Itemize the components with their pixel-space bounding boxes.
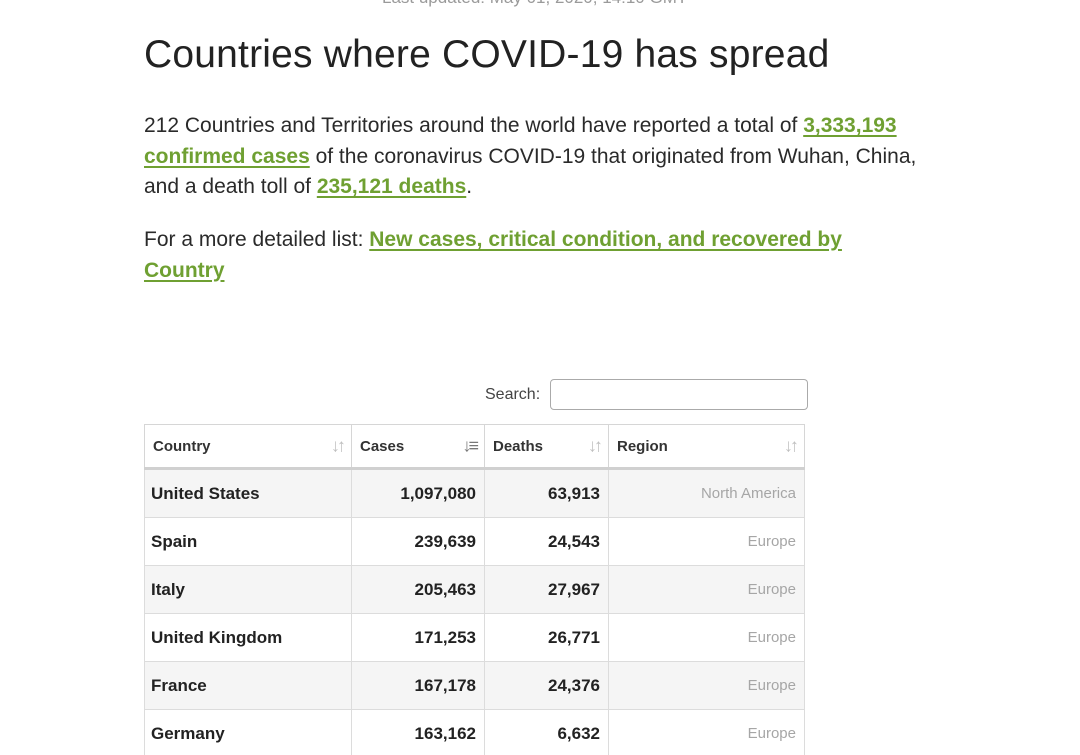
cell-country: United States xyxy=(144,468,352,518)
deaths-link[interactable]: 235,121 deaths xyxy=(316,175,467,198)
table-row: Germany 163,162 6,632 Europe xyxy=(144,709,805,755)
column-header-label: Deaths xyxy=(493,437,544,455)
cell-region: Europe xyxy=(608,517,805,566)
intro-text-2: of the coronavirus COVID-19 that origina… xyxy=(144,144,917,199)
detailed-list-link[interactable]: New cases, critical condition, and recov… xyxy=(144,228,842,282)
cell-cases: 1,097,080 xyxy=(351,468,485,518)
detailed-list-prefix: For a more detailed list: xyxy=(144,228,370,251)
cell-region: Europe xyxy=(608,565,805,614)
cell-deaths: 24,376 xyxy=(484,661,609,710)
cell-cases: 239,639 xyxy=(351,517,485,566)
countries-table: Country ↓↑ Cases ↓≡ Deaths ↓↑ Region ↓↑ Unit… xyxy=(144,424,805,755)
table-row: United Kingdom 171,253 26,771 Europe xyxy=(144,613,805,662)
cell-deaths: 6,632 xyxy=(484,709,609,755)
column-header-deaths[interactable]: Deaths ↓↑ xyxy=(484,424,609,470)
sort-desc-icon[interactable]: ↓≡ xyxy=(462,435,478,456)
column-header-label: Country xyxy=(153,437,211,455)
cell-region: North America xyxy=(608,468,805,518)
column-header-label: Cases xyxy=(360,437,405,455)
cell-deaths: 24,543 xyxy=(484,517,609,566)
intro-text-3: . xyxy=(466,175,473,198)
table-row: United States 1,097,080 63,913 North Ame… xyxy=(144,468,805,518)
column-header-cases[interactable]: Cases ↓≡ xyxy=(351,424,485,470)
cell-cases: 167,178 xyxy=(351,661,485,710)
cell-cases: 205,463 xyxy=(351,565,485,614)
confirmed-cases-link[interactable]: 3,333,193 confirmed cases xyxy=(144,114,897,168)
table-row: France 167,178 24,376 Europe xyxy=(144,661,805,710)
table-row: Italy 205,463 27,967 Europe xyxy=(144,565,805,614)
table-header-row: Country ↓↑ Cases ↓≡ Deaths ↓↑ Region ↓↑ xyxy=(144,424,805,470)
column-header-country[interactable]: Country ↓↑ xyxy=(144,424,352,470)
cell-country: France xyxy=(144,661,352,710)
cell-deaths: 26,771 xyxy=(484,613,609,662)
page-title: Countries where COVID-19 has spread xyxy=(144,33,830,76)
detailed-list-paragraph: For a more detailed list: New cases, cri… xyxy=(144,224,904,286)
cell-cases: 163,162 xyxy=(351,709,485,755)
search-input[interactable] xyxy=(550,379,809,410)
column-header-region[interactable]: Region ↓↑ xyxy=(608,424,805,470)
cell-country: Spain xyxy=(144,517,352,566)
cell-region: Europe xyxy=(608,613,805,662)
sort-icon[interactable]: ↓↑ xyxy=(784,435,799,456)
column-header-label: Region xyxy=(617,437,668,455)
cell-cases: 171,253 xyxy=(351,613,485,662)
table-search: Search: xyxy=(485,379,809,410)
last-updated-text: Last updated: May 01, 2020, 14:10 GMT xyxy=(382,0,687,8)
sort-icon[interactable]: ↓↑ xyxy=(331,435,346,456)
intro-text-1: 212 Countries and Territories around the… xyxy=(144,114,804,137)
cell-deaths: 63,913 xyxy=(484,468,609,518)
cell-country: Germany xyxy=(144,709,352,755)
cell-region: Europe xyxy=(608,661,805,710)
cell-region: Europe xyxy=(608,709,805,755)
cell-country: United Kingdom xyxy=(144,613,352,662)
intro-paragraph: 212 Countries and Territories around the… xyxy=(144,111,944,203)
search-label: Search: xyxy=(485,385,541,403)
table-row: Spain 239,639 24,543 Europe xyxy=(144,517,805,566)
cell-deaths: 27,967 xyxy=(484,565,609,614)
sort-icon[interactable]: ↓↑ xyxy=(588,435,603,456)
cell-country: Italy xyxy=(144,565,352,614)
